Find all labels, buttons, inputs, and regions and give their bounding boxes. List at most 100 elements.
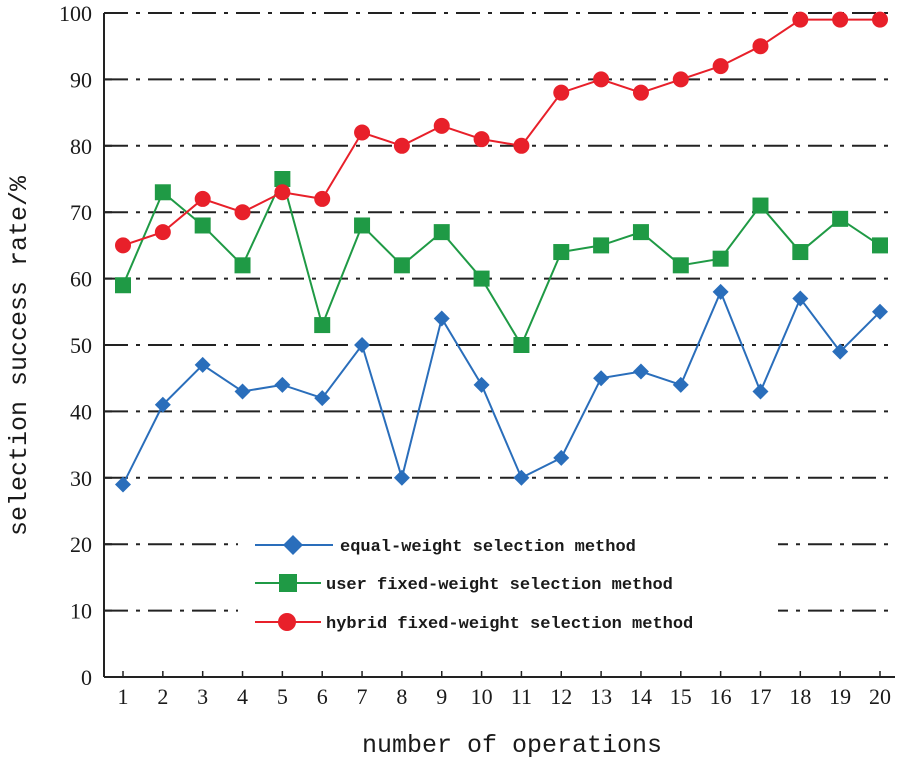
- point-user-9: [433, 224, 450, 241]
- x-tick-label-13: 13: [590, 684, 612, 709]
- point-user-4: [234, 257, 251, 274]
- point-user-16: [712, 250, 729, 267]
- point-user-2: [154, 184, 171, 201]
- point-hybrid-7: [354, 124, 371, 141]
- point-hybrid-5: [274, 184, 291, 201]
- point-equal-1: [115, 476, 131, 493]
- x-tick-label-6: 6: [317, 684, 328, 709]
- y-axis-title: selection success rate/%: [5, 175, 34, 536]
- x-tick-label-19: 19: [829, 684, 851, 709]
- point-hybrid-14: [632, 84, 649, 101]
- point-user-5: [274, 171, 291, 187]
- point-user-7: [354, 217, 371, 234]
- point-user-1: [115, 277, 131, 294]
- y-tick-label-40: 40: [70, 399, 92, 424]
- y-tick-label-20: 20: [70, 532, 92, 557]
- series-hybrid: [115, 11, 888, 254]
- legend-label-hybrid: hybrid fixed-weight selection method: [326, 615, 693, 634]
- series-user: [115, 171, 888, 353]
- point-user-20: [872, 237, 888, 254]
- x-tick-label-11: 11: [511, 684, 532, 709]
- x-tick-label-8: 8: [396, 684, 407, 709]
- x-tick-label-14: 14: [630, 684, 652, 709]
- point-hybrid-1: [115, 237, 131, 254]
- x-tick-label-2: 2: [157, 684, 168, 709]
- legend-label-equal: equal-weight selection method: [340, 538, 636, 557]
- point-user-17: [752, 197, 769, 214]
- y-tick-label-90: 90: [70, 67, 92, 92]
- point-equal-6: [314, 390, 331, 407]
- point-equal-20: [872, 303, 888, 320]
- y-tick-label-30: 30: [70, 466, 92, 491]
- point-equal-4: [234, 383, 251, 400]
- series-equal: [115, 283, 888, 493]
- y-tick-label-0: 0: [81, 665, 92, 690]
- point-hybrid-4: [234, 204, 251, 221]
- x-tick-label-17: 17: [749, 684, 771, 709]
- point-equal-5: [274, 376, 291, 393]
- y-tick-label-60: 60: [70, 267, 92, 292]
- point-user-13: [593, 237, 610, 254]
- point-equal-12: [553, 449, 570, 466]
- point-hybrid-11: [513, 137, 530, 154]
- series-line-equal: [122, 289, 881, 485]
- point-user-15: [672, 257, 689, 274]
- point-user-6: [314, 317, 331, 334]
- x-tick-label-20: 20: [869, 684, 891, 709]
- point-hybrid-8: [393, 137, 410, 154]
- point-hybrid-10: [473, 131, 490, 148]
- point-hybrid-18: [792, 11, 809, 28]
- y-tick-label-70: 70: [70, 200, 92, 225]
- x-tick-label-15: 15: [670, 684, 692, 709]
- point-equal-10: [473, 376, 490, 393]
- legend-label-user: user fixed-weight selection method: [326, 576, 673, 595]
- point-equal-14: [632, 363, 649, 380]
- point-hybrid-9: [433, 117, 450, 134]
- point-hybrid-19: [832, 11, 849, 28]
- point-equal-8: [393, 469, 410, 486]
- x-tick-label-7: 7: [357, 684, 368, 709]
- series-group: [115, 11, 888, 493]
- legend-background: [238, 524, 778, 642]
- point-user-18: [792, 244, 809, 261]
- point-equal-16: [712, 283, 729, 300]
- x-tick-label-10: 10: [471, 684, 493, 709]
- x-tick-label-16: 16: [710, 684, 732, 709]
- point-equal-2: [154, 396, 171, 413]
- legend-diamond-marker: [283, 535, 303, 555]
- legend-circle-marker: [278, 613, 296, 631]
- point-hybrid-13: [593, 71, 610, 88]
- point-equal-18: [792, 290, 809, 307]
- x-tick-label-18: 18: [789, 684, 811, 709]
- point-equal-13: [593, 370, 610, 387]
- point-user-14: [632, 224, 649, 241]
- x-tick-label-4: 4: [237, 684, 248, 709]
- point-equal-11: [513, 469, 530, 486]
- x-tick-label-12: 12: [550, 684, 572, 709]
- y-tick-label-80: 80: [70, 134, 92, 159]
- point-equal-15: [672, 376, 689, 393]
- legend-square-marker: [279, 574, 297, 592]
- point-equal-7: [354, 337, 371, 353]
- point-equal-19: [832, 343, 849, 360]
- x-tick-label-5: 5: [277, 684, 288, 709]
- x-axis-title: number of operations: [362, 731, 662, 760]
- y-tick-label-50: 50: [70, 333, 92, 358]
- point-hybrid-6: [314, 190, 331, 207]
- point-user-11: [513, 337, 530, 353]
- y-tick-label-10: 10: [70, 599, 92, 624]
- point-user-19: [832, 210, 849, 227]
- point-hybrid-2: [154, 224, 171, 241]
- point-hybrid-17: [752, 38, 769, 55]
- point-hybrid-3: [194, 190, 211, 207]
- point-equal-9: [433, 310, 450, 327]
- x-tick-labels: 1 2 3 4 5 6 7 8 9 10 11 12 13 14 15 16 17 18 19 20: [118, 684, 892, 709]
- series-line-user: [122, 176, 881, 348]
- x-tick-label-9: 9: [436, 684, 447, 709]
- gridlines: [104, 12, 895, 612]
- y-tick-labels: 0 10 20 30 40 50 60 70 80 90 100: [59, 1, 92, 690]
- axes: [103, 12, 895, 678]
- legend: equal-weight selection method user fixed…: [238, 524, 778, 642]
- y-tick-label-100: 100: [59, 1, 92, 26]
